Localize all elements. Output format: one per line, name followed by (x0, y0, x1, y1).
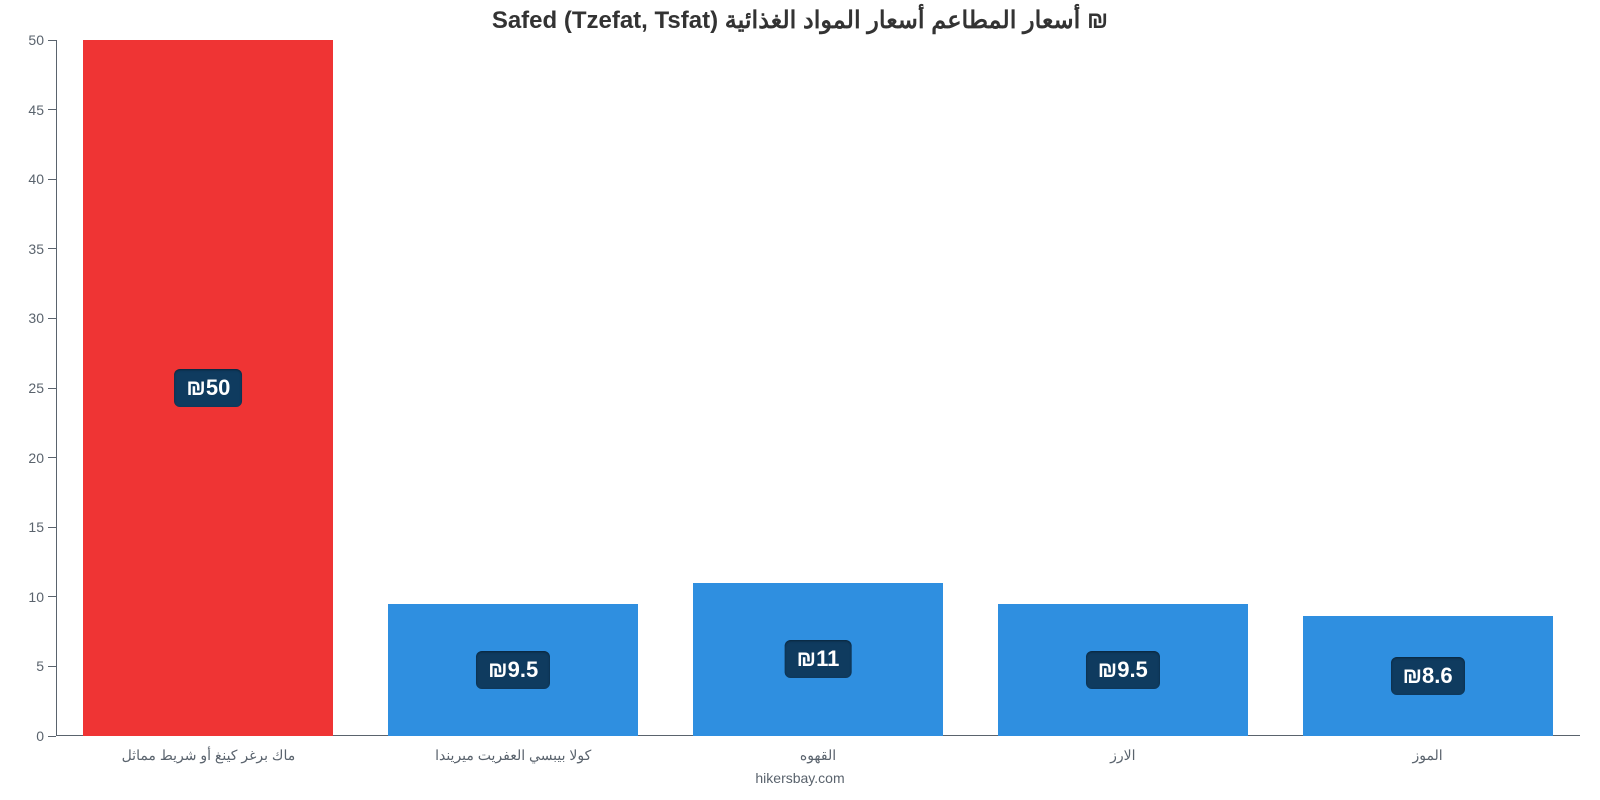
x-tick-label: القهوه (666, 747, 971, 764)
chart-area: ₪50₪9.5₪11₪9.5₪8.6 05101520253035404550 (56, 40, 1580, 736)
value-badge: ₪50 (174, 369, 242, 407)
bar-group: ₪50 ₪9.5 ₪11 ₪9.5 ₪8.6 (56, 40, 1580, 736)
y-tick (48, 109, 56, 110)
attribution-text: hikersbay.com (0, 770, 1600, 786)
value-badge: ₪8.6 (1391, 657, 1465, 695)
x-axis-labels: ماك برغر كينغ أو شريط مماثلكولا بيبسي ال… (56, 747, 1580, 764)
y-tick-label: 20 (28, 450, 44, 466)
x-tick-label: كولا بيبسي العفريت ميريندا (361, 747, 666, 764)
y-tick-label: 10 (28, 589, 44, 605)
y-tick-label: 15 (28, 519, 44, 535)
value-badge: ₪9.5 (1086, 651, 1160, 689)
bar: ₪11 (693, 583, 943, 736)
y-tick-label: 50 (28, 32, 44, 48)
y-tick-label: 5 (36, 658, 44, 674)
x-tick-label: ماك برغر كينغ أو شريط مماثل (56, 747, 361, 764)
y-tick-label: 25 (28, 380, 44, 396)
plot-area: ₪50₪9.5₪11₪9.5₪8.6 05101520253035404550 (56, 40, 1580, 736)
y-tick (48, 457, 56, 458)
x-tick-label: الارز (970, 747, 1275, 764)
bar-slot: ₪11 (666, 40, 971, 736)
y-tick (48, 318, 56, 319)
y-tick-label: 0 (36, 728, 44, 744)
y-tick (48, 736, 56, 737)
y-tick-label: 40 (28, 171, 44, 187)
chart-title: Safed (Tzefat, Tsfat) أسعار المطاعم أسعا… (0, 0, 1600, 41)
y-tick (48, 527, 56, 528)
y-tick-label: 30 (28, 310, 44, 326)
y-tick (48, 179, 56, 180)
bar: ₪9.5 (998, 604, 1248, 736)
bar: ₪8.6 (1303, 616, 1553, 736)
bar: ₪50 (83, 40, 333, 736)
y-tick (48, 666, 56, 667)
bar: ₪9.5 (388, 604, 638, 736)
y-tick-label: 45 (28, 102, 44, 118)
value-badge: ₪9.5 (476, 651, 550, 689)
bar-slot: ₪9.5 (970, 40, 1275, 736)
bar-slot: ₪50 (56, 40, 361, 736)
y-tick (48, 248, 56, 249)
bar-slot: ₪8.6 (1275, 40, 1580, 736)
y-tick (48, 40, 56, 41)
x-tick-label: الموز (1275, 747, 1580, 764)
y-tick-label: 35 (28, 241, 44, 257)
bar-slot: ₪9.5 (361, 40, 666, 736)
value-badge: ₪11 (785, 640, 852, 678)
y-tick (48, 388, 56, 389)
y-tick (48, 596, 56, 597)
